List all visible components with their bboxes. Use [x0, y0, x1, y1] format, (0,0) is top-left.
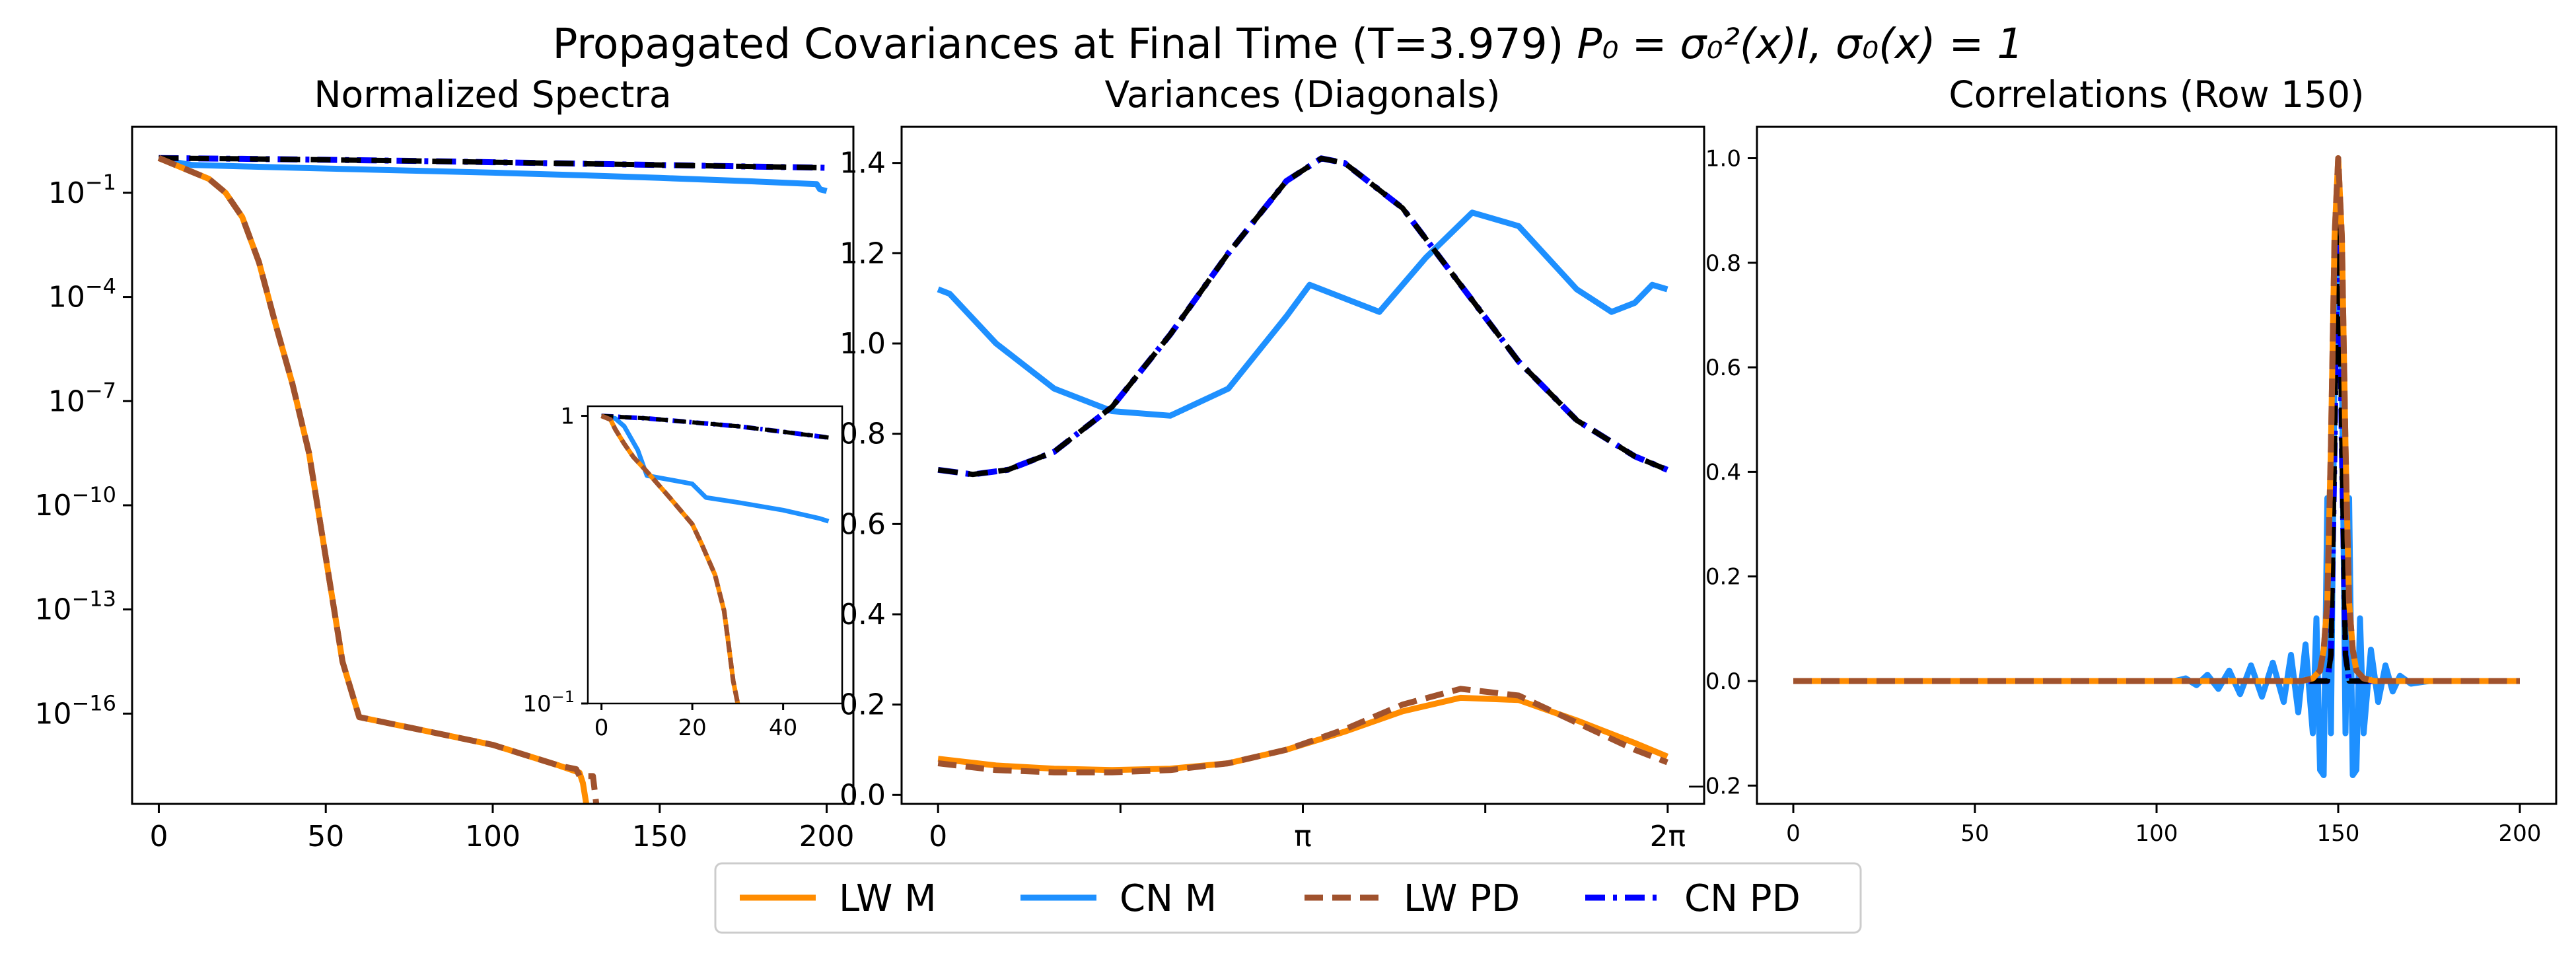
variances-ytick-label: 0.2	[840, 688, 886, 722]
correlations-ticks: 0 50 100 150 200 −0.2 0.0 0.2 0.4 0.6 0.8 1.0	[1686, 145, 2541, 847]
correlations-axes-frame	[1756, 126, 2558, 805]
inset-ticks: 0 20 40 1 10−1	[522, 404, 797, 741]
legend-label: CN PD	[1684, 877, 1801, 920]
variances-ytick-label: 0.0	[840, 778, 886, 812]
spectra-ytick-label: 10−1	[48, 170, 116, 210]
spectra-plot-area	[157, 155, 828, 804]
legend-box	[714, 862, 1862, 934]
spectra-xtick-label: 200	[799, 820, 855, 853]
correlations-ytick-label: 0.4	[1705, 459, 1741, 486]
variances-series-cn-m	[937, 209, 1668, 419]
variances-xtick-label: π	[1294, 820, 1312, 853]
correlations-series-lw-m	[1793, 155, 2520, 684]
variances-ytick-label: 0.8	[840, 417, 886, 451]
variances-series-lw-pd	[937, 686, 1668, 775]
inset-xtick-label: 40	[769, 715, 797, 741]
legend-entry-lw-m: LW M	[740, 877, 937, 920]
inset-series-black-reference	[601, 414, 829, 440]
variances-ytick-label: 0.4	[840, 598, 886, 631]
spectra-xtick-label: 50	[307, 820, 344, 853]
variances-ytick-label: 1.0	[840, 327, 886, 361]
correlations-xtick-label: 200	[2499, 820, 2542, 847]
variances-series-cn-pd	[937, 155, 1669, 478]
inset-xtick-label: 20	[678, 715, 706, 741]
spectra-series-lw-pd	[157, 155, 600, 804]
variances-ytick-label: 1.4	[840, 147, 886, 180]
legend-entry-lw-pd: LW PD	[1305, 877, 1520, 920]
spectra-series-black-reference	[159, 155, 827, 170]
spectra-ytick-label: 10−13	[34, 587, 116, 627]
correlations-ytick-label: 0.6	[1705, 355, 1741, 381]
inset-axes-frame	[587, 405, 843, 705]
spectra-ytick-label: 10−16	[34, 690, 116, 731]
inset-ytick-label: 10−1	[522, 688, 575, 717]
legend-entry-cn-m: CN M	[1020, 877, 1217, 920]
inset-background	[588, 406, 842, 703]
variances-ticks: 0 π 2π 0.0 0.2 0.4 0.6 0.8 1.0 1.2 1.4	[840, 147, 1686, 853]
correlations-ytick-label: 0.8	[1705, 250, 1741, 277]
variances-plot-area	[937, 155, 1669, 775]
spectra-ytick-label: 10−10	[34, 482, 116, 522]
correlations-plot-area	[1793, 155, 2520, 778]
inset-xtick-label: 0	[594, 715, 609, 741]
figure-title: Propagated Covariances at Final Time (T=…	[553, 20, 2024, 68]
inset-series-lw-pd	[600, 414, 740, 703]
panel-title-correlations: Correlations (Row 150)	[1949, 73, 2364, 116]
inset-ytick-label: 1	[560, 404, 575, 430]
variances-xtick-label: 0	[929, 820, 947, 853]
legend-entry-cn-pd: CN PD	[1585, 877, 1801, 920]
legend-label: LW M	[839, 877, 937, 920]
correlations-xtick-label: 150	[2317, 820, 2360, 847]
correlations-ytick-label: 1.0	[1705, 145, 1741, 172]
spectra-series-cn-m	[158, 155, 828, 194]
correlations-xtick-label: 0	[1786, 820, 1801, 847]
panel-title-spectra: Normalized Spectra	[314, 73, 671, 116]
inset-plot-area	[600, 414, 830, 703]
spectra-xtick-label: 0	[149, 820, 168, 853]
correlations-xtick-label: 50	[1960, 820, 1989, 847]
correlations-xtick-label: 100	[2135, 820, 2178, 847]
variances-ytick-label: 0.6	[840, 507, 886, 541]
correlations-series-lw-pd	[1793, 155, 2520, 684]
spectra-ytick-label: 10−4	[48, 274, 116, 314]
variances-xtick-label: 2π	[1650, 820, 1686, 853]
variances-ytick-label: 1.2	[840, 236, 886, 270]
legend-label: CN M	[1120, 877, 1217, 920]
correlations-ytick-label: 0.2	[1705, 564, 1741, 591]
correlations-series-black-reference	[1793, 155, 2520, 684]
correlations-ytick-label: −0.2	[1686, 773, 1741, 799]
spectra-ytick-label: 10−7	[48, 378, 116, 418]
variances-series-lw-m	[937, 694, 1669, 773]
panel-title-variances: Variances (Diagonals)	[1104, 73, 1500, 116]
spectra-xtick-label: 100	[465, 820, 520, 853]
legend: LW M CN M LW PD CN PD	[714, 862, 1862, 934]
spectra-xtick-label: 150	[632, 820, 688, 853]
inset-series-cn-m	[600, 414, 830, 524]
legend-label: LW PD	[1404, 877, 1520, 920]
correlations-series-cn-pd	[1793, 155, 2520, 684]
correlations-ytick-label: 0.0	[1705, 668, 1741, 695]
variances-series-black-reference	[937, 155, 1668, 478]
